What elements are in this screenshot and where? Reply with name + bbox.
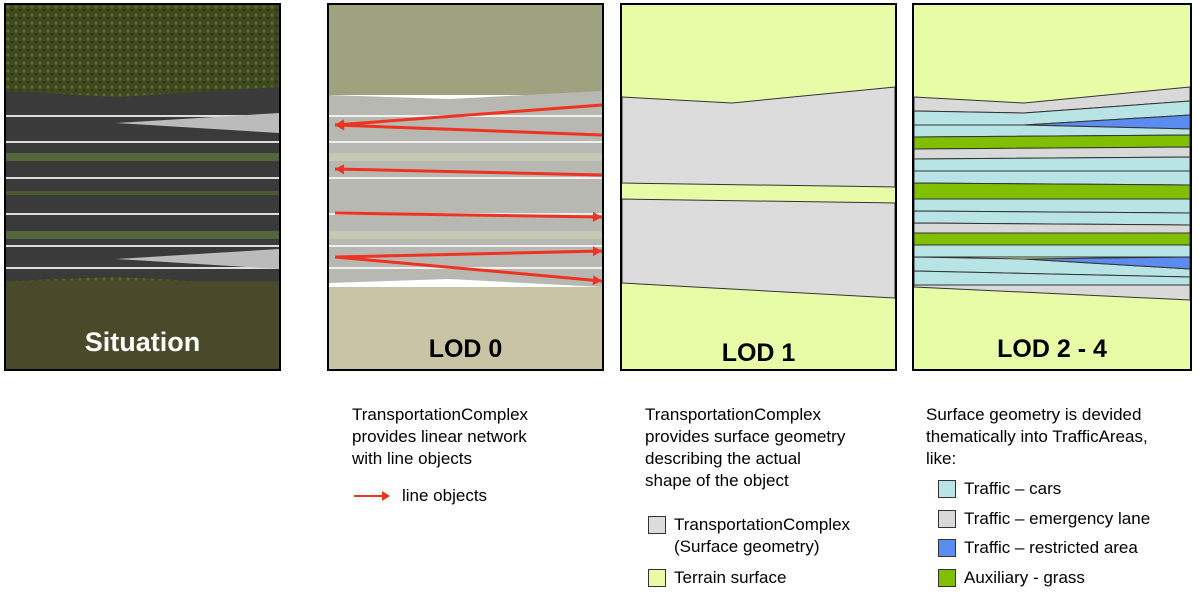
traffic-area-cars bbox=[914, 156, 1190, 172]
lod1-title: LOD 1 bbox=[721, 339, 796, 367]
line-object bbox=[334, 103, 602, 127]
traffic-area-grass bbox=[914, 232, 1190, 246]
situation-panel: Situation bbox=[4, 3, 281, 371]
line-object bbox=[334, 249, 602, 259]
legend-label-secondary: (Surface geometry) bbox=[674, 537, 820, 556]
lod0-panel: LOD 0 bbox=[327, 3, 604, 371]
lod1-diagram bbox=[622, 5, 895, 369]
legend-label: TransportationComplex bbox=[674, 515, 851, 534]
line-object-arrowhead bbox=[335, 120, 345, 131]
legend-traffic-emergency: Traffic – emergency lane bbox=[938, 509, 1150, 529]
legend-label: Traffic – emergency lane bbox=[964, 509, 1151, 528]
desc-line: shape of the object bbox=[645, 471, 789, 490]
legend-swatch bbox=[938, 539, 956, 557]
desc-line: provides surface geometry bbox=[645, 427, 846, 446]
lod1-description: TransportationComplex provides surface g… bbox=[645, 404, 845, 492]
legend-label: Auxiliary - grass bbox=[964, 568, 1085, 587]
desc-line: Surface geometry is devided bbox=[926, 405, 1142, 424]
desc-line: thematically into TrafficAreas, bbox=[926, 427, 1148, 446]
lod24-diagram bbox=[914, 5, 1190, 369]
line-object bbox=[334, 255, 602, 283]
desc-line: with line objects bbox=[352, 449, 473, 468]
desc-line: TransportationComplex bbox=[645, 405, 822, 424]
desc-line: like: bbox=[926, 449, 957, 468]
legend-transportation-complex: TransportationComplex (Surface geometry) bbox=[648, 514, 850, 558]
situation-title: Situation bbox=[84, 327, 201, 357]
legend-auxiliary-grass: Auxiliary - grass bbox=[938, 568, 1085, 588]
lod24-panel: LOD 2 - 4 bbox=[912, 3, 1192, 371]
lod0-title: LOD 0 bbox=[428, 335, 503, 363]
red-arrow-icon bbox=[354, 491, 390, 501]
lod24-title: LOD 2 - 4 bbox=[997, 335, 1107, 363]
line-object bbox=[334, 123, 602, 137]
traffic-area-grass bbox=[914, 134, 1190, 150]
legend-label: line objects bbox=[402, 486, 488, 505]
legend-terrain-surface: Terrain surface bbox=[648, 568, 786, 588]
line-object bbox=[334, 211, 602, 219]
legend-label: Traffic – cars bbox=[964, 479, 1062, 498]
desc-line: describing the actual bbox=[645, 449, 801, 468]
situation-aerial-image bbox=[6, 5, 279, 369]
legend-traffic-restricted: Traffic – restricted area bbox=[938, 538, 1138, 558]
legend-traffic-cars: Traffic – cars bbox=[938, 479, 1061, 499]
lod0-description: TransportationComplex provides linear ne… bbox=[352, 404, 528, 470]
traffic-area-cars bbox=[914, 244, 1190, 258]
line-object-arrowhead bbox=[335, 164, 345, 175]
desc-line: provides linear network bbox=[352, 427, 527, 446]
legend-swatch bbox=[938, 569, 956, 587]
legend-label: Traffic – restricted area bbox=[964, 538, 1138, 557]
traffic-area-restricted bbox=[1023, 256, 1190, 270]
traffic-area-cars bbox=[914, 270, 1190, 286]
traffic-area-emergency bbox=[914, 146, 1190, 160]
traffic-area-cars bbox=[914, 210, 1190, 226]
traffic-area-cars bbox=[914, 124, 1190, 138]
lod1-panel: LOD 1 bbox=[620, 3, 897, 371]
line-object-arrowhead bbox=[592, 246, 602, 257]
traffic-area-emergency bbox=[914, 284, 1190, 301]
desc-line: TransportationComplex bbox=[352, 405, 529, 424]
lod24-description: Surface geometry is devided thematically… bbox=[926, 404, 1148, 470]
traffic-area-cars bbox=[914, 198, 1190, 214]
legend-label: Terrain surface bbox=[674, 568, 787, 587]
traffic-area-emergency bbox=[914, 86, 1190, 114]
line-object-arrowhead bbox=[592, 211, 602, 222]
line-object bbox=[334, 167, 602, 177]
traffic-area-emergency bbox=[914, 222, 1190, 234]
legend-swatch bbox=[648, 569, 666, 587]
legend-swatch bbox=[938, 480, 956, 498]
traffic-area-grass bbox=[914, 182, 1190, 200]
legend-swatch bbox=[648, 516, 666, 534]
legend-swatch bbox=[938, 510, 956, 528]
legend-line-objects: line objects bbox=[352, 486, 487, 506]
lod0-diagram bbox=[329, 5, 602, 369]
line-object-arrowhead bbox=[592, 275, 602, 286]
traffic-area-cars bbox=[914, 170, 1190, 186]
